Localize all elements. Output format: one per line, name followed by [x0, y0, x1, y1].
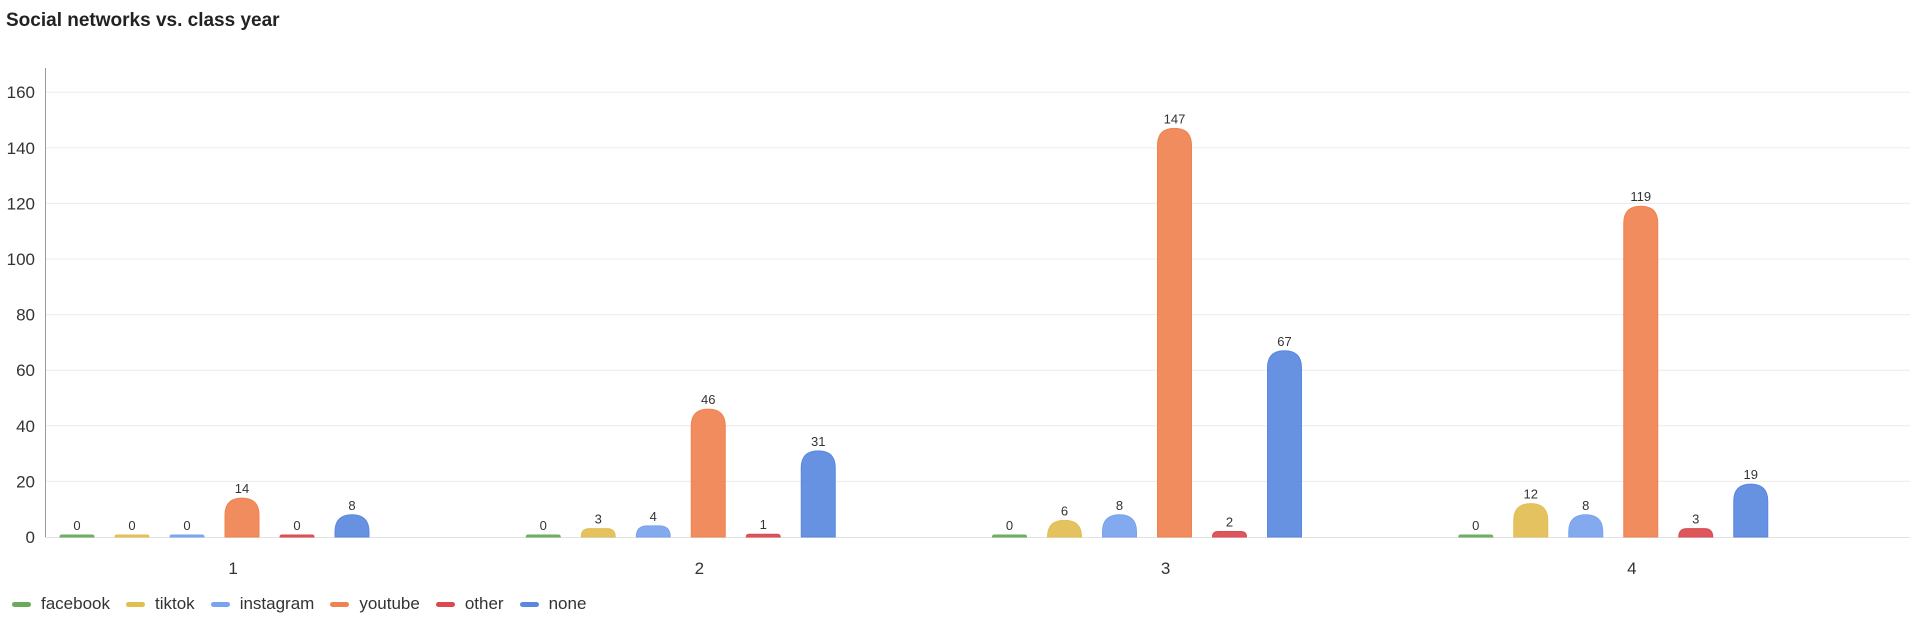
- bar-facebook: [991, 534, 1028, 538]
- data-label: 0: [183, 518, 190, 533]
- legend-label: other: [464, 594, 504, 613]
- legend-swatch: [210, 601, 230, 607]
- data-label: 3: [595, 512, 602, 527]
- bar-tiktok: [580, 528, 616, 538]
- bar-facebook: [525, 534, 561, 538]
- bar-none: [800, 450, 836, 538]
- bar-other: [745, 533, 781, 538]
- data-label: 0: [293, 518, 300, 533]
- bar-tiktok: [1513, 503, 1549, 538]
- data-label: 0: [73, 518, 80, 533]
- bar-instagram: [1568, 514, 1604, 538]
- legend-label: none: [548, 594, 587, 613]
- legend-label: youtube: [359, 594, 420, 613]
- y-tick-label: 120: [7, 194, 35, 213]
- bar-youtube: [1157, 127, 1192, 538]
- data-label: 147: [1164, 111, 1186, 126]
- legend-label: facebook: [41, 594, 110, 613]
- legend-swatch: [126, 601, 145, 607]
- bar-tiktok: [1046, 519, 1083, 538]
- data-label: 19: [1744, 467, 1758, 482]
- data-label: 3: [1692, 512, 1699, 527]
- y-tick-label: 140: [7, 139, 35, 158]
- data-label: 8: [1582, 498, 1589, 513]
- x-tick-label: 1: [228, 559, 237, 578]
- data-label: 0: [540, 518, 547, 533]
- legend-swatch: [435, 601, 455, 607]
- bar-youtube: [224, 497, 260, 538]
- bar-facebook: [59, 534, 95, 538]
- data-label: 0: [1472, 518, 1479, 533]
- y-tick-label: 160: [7, 83, 35, 102]
- bar-none: [1733, 483, 1769, 538]
- y-tick-label: 100: [7, 250, 35, 269]
- data-label: 31: [811, 434, 825, 449]
- legend-item-youtube[interactable]: youtube: [330, 594, 420, 614]
- data-label: 0: [1006, 518, 1013, 533]
- legend-item-instagram[interactable]: instagram: [210, 594, 315, 614]
- data-label: 4: [650, 509, 657, 524]
- legend-item-none[interactable]: none: [519, 594, 587, 614]
- bar-none: [334, 514, 370, 538]
- data-label: 12: [1524, 487, 1538, 502]
- legend-item-other[interactable]: other: [435, 594, 504, 614]
- y-tick-label: 40: [16, 417, 35, 436]
- y-tick-label: 0: [26, 528, 35, 547]
- chart-title: Social networks vs. class year: [6, 10, 280, 31]
- legend-item-tiktok[interactable]: tiktok: [126, 594, 195, 614]
- data-label: 8: [1116, 498, 1123, 513]
- legend-label: instagram: [239, 594, 315, 613]
- data-label: 14: [235, 481, 249, 496]
- legend-swatch: [12, 601, 31, 607]
- x-tick-label: 2: [695, 559, 704, 578]
- chart-legend: facebook tiktok instagram youtube other none: [12, 594, 586, 614]
- x-tick-label: 3: [1161, 559, 1170, 578]
- bar-instagram: [635, 525, 671, 538]
- y-tick-label: 60: [16, 361, 35, 380]
- bar-youtube: [690, 408, 726, 538]
- data-label: 8: [348, 498, 355, 513]
- bar-instagram: [169, 534, 205, 538]
- data-label: 119: [1630, 189, 1651, 204]
- bar-facebook: [1458, 534, 1494, 538]
- y-tick-label: 80: [16, 306, 35, 325]
- legend-label: tiktok: [155, 594, 195, 613]
- bar-other: [279, 534, 315, 538]
- bar-tiktok: [114, 534, 150, 538]
- legend-swatch: [330, 601, 350, 607]
- data-label: 0: [128, 518, 135, 533]
- bar-youtube: [1623, 205, 1659, 538]
- legend-item-facebook[interactable]: facebook: [12, 594, 110, 614]
- data-label: 46: [701, 392, 715, 407]
- data-label: 2: [1226, 514, 1233, 529]
- bar-none: [1267, 350, 1302, 538]
- data-label: 1: [760, 517, 767, 532]
- data-label: 67: [1277, 334, 1291, 349]
- bar-other: [1211, 530, 1248, 538]
- x-tick-label: 4: [1627, 559, 1636, 578]
- bar-instagram: [1102, 514, 1137, 538]
- legend-swatch: [519, 601, 539, 607]
- bar-other: [1678, 528, 1714, 538]
- y-tick-label: 20: [16, 472, 35, 491]
- data-label: 6: [1061, 503, 1068, 518]
